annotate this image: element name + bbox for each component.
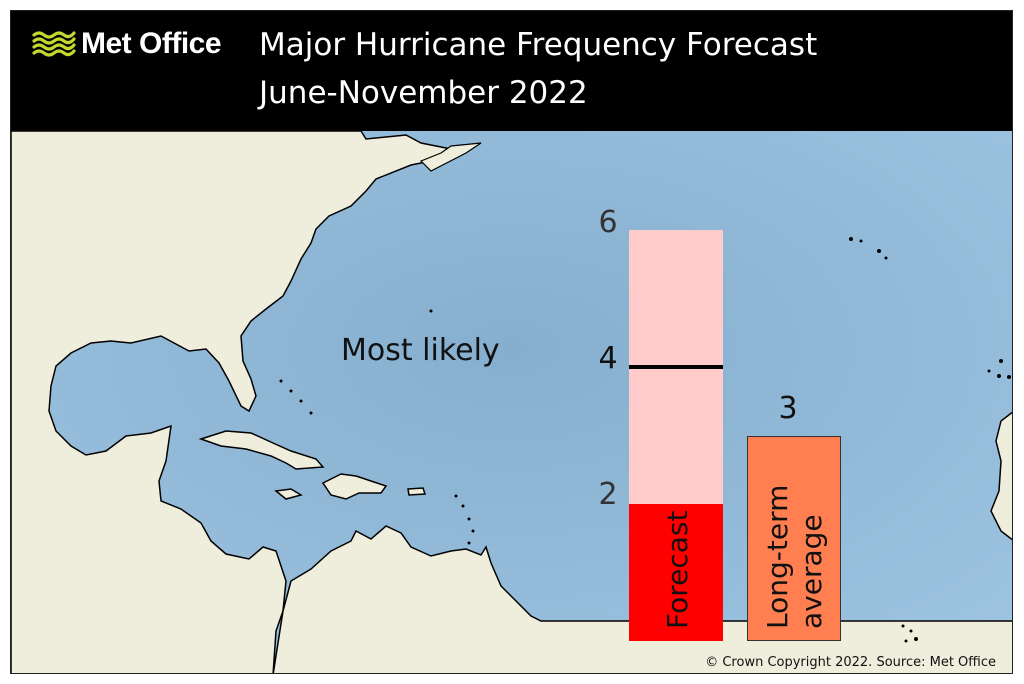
logo-text: Met Office <box>81 27 222 60</box>
atlantic-map: Most likely 6 4 2 Forecast 3 Long-term a… <box>11 131 1012 673</box>
long-term-average-bar <box>747 436 841 641</box>
tick-label-4: 4 <box>598 341 618 376</box>
map-land-icon <box>11 131 1012 673</box>
chart-subtitle: June-November 2022 <box>259 75 588 111</box>
tick-label-6: 6 <box>598 205 618 240</box>
long-term-average-value: 3 <box>778 391 798 426</box>
tick-label-2: 2 <box>598 477 618 512</box>
most-likely-line <box>629 365 723 369</box>
chart-title: Major Hurricane Frequency Forecast <box>259 27 818 63</box>
lta-label-line1: Long-term <box>761 484 794 629</box>
forecast-lower-bar <box>629 504 723 641</box>
forecast-graphic: Met Office Major Hurricane Frequency For… <box>10 10 1013 674</box>
copyright-notice: © Crown Copyright 2022. Source: Met Offi… <box>705 655 996 670</box>
met-office-logo: Met Office <box>31 27 222 61</box>
most-likely-label: Most likely <box>341 333 500 368</box>
header-banner: Met Office Major Hurricane Frequency For… <box>11 11 1012 131</box>
lta-label-line2: average <box>795 514 828 629</box>
forecast-bar-label: Forecast <box>661 510 694 629</box>
wave-logo-icon <box>32 31 76 57</box>
